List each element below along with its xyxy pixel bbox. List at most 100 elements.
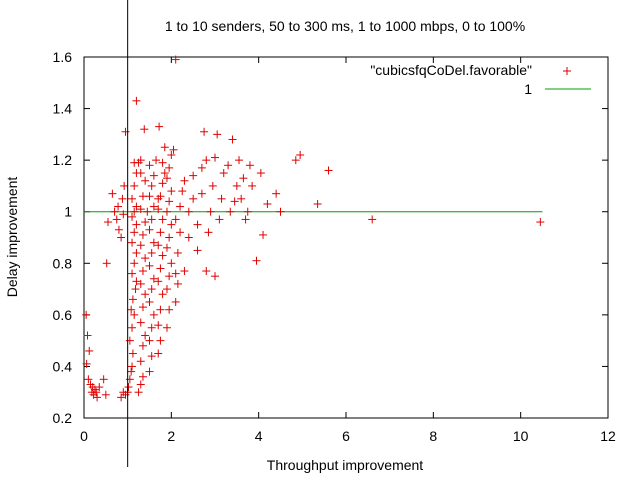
data-point xyxy=(104,218,113,227)
data-point xyxy=(165,163,174,172)
data-point xyxy=(193,246,202,255)
data-point xyxy=(138,341,147,350)
x-tick-label: 12 xyxy=(600,428,616,444)
data-point xyxy=(167,220,176,229)
data-point xyxy=(197,163,206,172)
data-point xyxy=(158,251,167,260)
data-point xyxy=(145,367,154,376)
data-point xyxy=(169,145,178,154)
data-point xyxy=(128,212,137,221)
data-point xyxy=(152,156,161,165)
data-point xyxy=(171,215,180,224)
data-point xyxy=(134,388,143,397)
data-point xyxy=(158,290,167,299)
data-point xyxy=(202,267,211,276)
data-point xyxy=(114,225,123,234)
data-point xyxy=(145,225,154,234)
data-point xyxy=(141,331,150,340)
data-point xyxy=(117,233,126,242)
data-point xyxy=(119,210,128,219)
data-point xyxy=(141,254,150,263)
y-tick-label: 1.6 xyxy=(53,49,73,65)
data-point xyxy=(165,197,174,206)
data-point xyxy=(83,331,92,340)
data-point xyxy=(125,336,134,345)
data-point xyxy=(102,259,111,268)
legend: "cubicsfqCoDel.favorable" 1 xyxy=(370,62,591,97)
data-point xyxy=(136,357,145,366)
data-point xyxy=(368,215,377,224)
data-point xyxy=(132,96,141,105)
data-point xyxy=(162,243,171,252)
data-point xyxy=(211,272,219,281)
data-point xyxy=(149,310,158,319)
legend-label-reference: 1 xyxy=(524,81,532,97)
data-point xyxy=(128,295,137,304)
data-point xyxy=(149,274,158,283)
data-point xyxy=(130,181,139,190)
data-point xyxy=(136,205,145,214)
data-point xyxy=(145,297,154,306)
data-point xyxy=(173,279,182,288)
data-point xyxy=(256,169,265,178)
data-point xyxy=(82,310,91,319)
data-point xyxy=(228,135,237,144)
y-tick-label: 0.6 xyxy=(53,307,73,323)
data-point xyxy=(165,233,174,242)
data-point xyxy=(127,367,136,376)
x-tick-label: 4 xyxy=(255,428,263,444)
data-point xyxy=(224,161,233,170)
data-point xyxy=(226,207,235,216)
data-point xyxy=(130,207,139,216)
data-point xyxy=(128,194,137,203)
data-point xyxy=(117,393,126,402)
data-point xyxy=(132,248,141,257)
x-tick-label: 10 xyxy=(513,428,529,444)
y-tick-label: 1.2 xyxy=(53,152,73,168)
data-point xyxy=(158,215,167,224)
data-point xyxy=(162,174,171,183)
data-point xyxy=(189,171,198,180)
data-point xyxy=(154,241,163,250)
data-point xyxy=(136,279,145,288)
data-point xyxy=(84,375,93,384)
data-point xyxy=(158,179,167,188)
data-point xyxy=(217,194,226,203)
data-point xyxy=(219,169,228,178)
data-point xyxy=(324,166,333,175)
data-point xyxy=(82,359,91,368)
data-point xyxy=(93,393,102,402)
data-point xyxy=(171,297,180,306)
data-point xyxy=(263,199,272,208)
data-point xyxy=(176,202,185,211)
data-point xyxy=(160,143,169,152)
data-point xyxy=(272,189,281,198)
data-point xyxy=(128,269,137,278)
data-point xyxy=(158,158,167,167)
data-point xyxy=(206,207,215,216)
data-point xyxy=(180,267,189,276)
data-point xyxy=(208,181,217,190)
data-point xyxy=(143,207,152,216)
data-point xyxy=(138,230,147,239)
data-point xyxy=(138,372,147,381)
axis-ticks xyxy=(83,56,609,419)
data-point xyxy=(124,383,133,392)
data-point xyxy=(145,336,154,345)
data-point xyxy=(156,192,165,201)
data-point xyxy=(167,187,176,196)
data-point xyxy=(239,174,248,183)
data-point xyxy=(149,202,158,211)
data-point xyxy=(88,383,97,392)
data-point xyxy=(145,161,154,170)
data-point xyxy=(165,272,174,281)
data-point xyxy=(173,248,182,257)
data-point xyxy=(276,207,285,216)
data-point xyxy=(162,207,171,216)
data-point xyxy=(149,171,158,180)
data-point xyxy=(241,215,250,224)
data-point xyxy=(128,362,137,371)
y-tick-label: 1.4 xyxy=(53,101,73,117)
data-point xyxy=(296,150,305,159)
